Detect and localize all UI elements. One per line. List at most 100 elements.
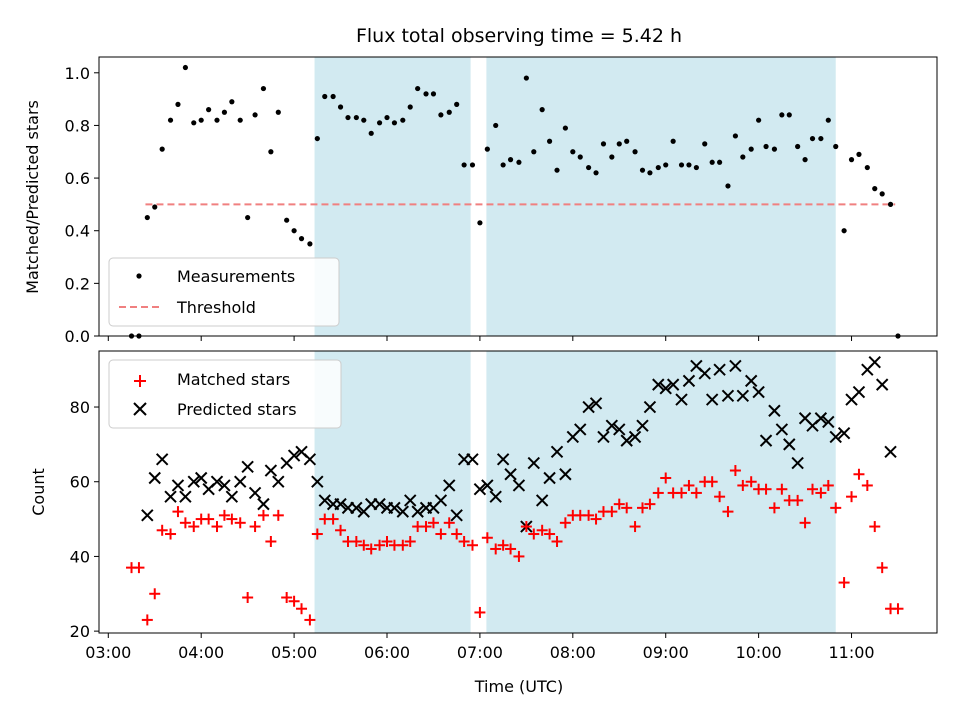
measurement-point xyxy=(717,159,723,165)
measurement-point xyxy=(670,138,676,144)
measurement-point xyxy=(740,154,746,160)
measurement-point xyxy=(818,135,824,142)
predicted-marker-stroke xyxy=(404,494,417,507)
predicted-star-point xyxy=(496,453,510,466)
measurement-point xyxy=(407,104,413,110)
measurement-point xyxy=(353,114,359,121)
top-shaded-span xyxy=(486,57,836,336)
predicted-star-point xyxy=(543,471,556,485)
predicted-star-point xyxy=(605,419,619,432)
measurement-point xyxy=(848,157,855,163)
predicted-marker-stroke xyxy=(234,475,247,488)
bottom-legend: Matched stars Predicted stars xyxy=(108,359,342,429)
measurement-point xyxy=(144,214,150,221)
measurement-point xyxy=(887,201,894,207)
bottom-y-ticks: 20 40 60 80 xyxy=(70,398,99,641)
predicted-marker-stroke xyxy=(675,393,688,406)
matched-star-point xyxy=(188,521,200,533)
predicted-star-point xyxy=(194,471,208,485)
legend-predicted-marker xyxy=(133,402,147,416)
measurement-point xyxy=(484,146,490,152)
matched-star-point xyxy=(846,491,858,503)
predicted-marker-stroke xyxy=(311,475,324,488)
predicted-marker-stroke xyxy=(318,494,331,507)
bottom-x-tick-label: 10:00 xyxy=(736,643,782,662)
predicted-star-point xyxy=(350,501,363,515)
measurement-point xyxy=(454,101,460,107)
matched-star-point xyxy=(613,498,625,510)
predicted-marker-stroke xyxy=(295,445,308,459)
predicted-star-point xyxy=(582,400,595,414)
predicted-marker-stroke xyxy=(187,475,200,488)
measurement-point xyxy=(152,204,158,210)
matched-star-point xyxy=(799,517,811,529)
bottom-y-tick-label: 80 xyxy=(70,398,90,417)
measurement-point xyxy=(307,241,313,247)
predicted-marker-stroke xyxy=(605,419,619,432)
bottom-x-tick-label: 04:00 xyxy=(178,643,224,662)
predicted-star-point xyxy=(620,434,633,447)
bottom-axes-frame xyxy=(98,350,938,634)
matched-star-point xyxy=(606,506,618,518)
measurement-point xyxy=(586,164,592,171)
matched-star-point xyxy=(876,562,888,574)
measurement-point xyxy=(400,117,406,123)
measurement-point xyxy=(314,135,320,142)
predicted-marker-stroke xyxy=(194,471,208,485)
measurement-point xyxy=(252,112,258,118)
measurement-point xyxy=(678,162,685,168)
matched-star-point xyxy=(451,528,463,540)
matched-star-point xyxy=(350,535,362,547)
predicted-star-point xyxy=(311,475,324,488)
matched-star-point xyxy=(583,509,595,521)
predicted-marker-stroke xyxy=(155,453,169,466)
predicted-star-point xyxy=(210,475,224,488)
predicted-marker-stroke xyxy=(559,468,572,481)
matched-star-point xyxy=(304,614,316,626)
measurement-point xyxy=(260,85,267,92)
predicted-star-point xyxy=(736,389,750,403)
predicted-marker-stroke xyxy=(141,509,154,522)
predicted-marker-stroke xyxy=(574,423,587,436)
predicted-star-point xyxy=(396,505,410,518)
matched-star-point xyxy=(706,476,718,488)
matched-star-point xyxy=(776,483,788,495)
measurement-point xyxy=(477,220,483,226)
measurement-point xyxy=(763,143,769,150)
predicted-star-point xyxy=(698,367,711,380)
matched-star-point xyxy=(133,562,145,574)
measurement-point xyxy=(786,112,792,118)
predicted-marker-stroke xyxy=(736,389,750,403)
predicted-marker-stroke xyxy=(504,468,517,481)
matched-star-point xyxy=(466,539,478,551)
matched-star-point xyxy=(690,487,702,499)
predicted-star-point xyxy=(768,404,781,417)
predicted-marker-stroke xyxy=(721,389,735,403)
predicted-star-point xyxy=(164,490,177,503)
matched-star-point xyxy=(242,592,254,604)
bottom-x-ticks: 03:00 04:00 05:00 06:00 07:00 08:00 09:00 10:00… xyxy=(85,633,875,662)
measurement-point xyxy=(268,149,274,155)
predicted-marker-stroke xyxy=(589,397,603,410)
predicted-star-point xyxy=(659,382,672,395)
predicted-marker-stroke xyxy=(620,434,633,447)
predicted-marker-stroke xyxy=(248,486,262,500)
predicted-star-point xyxy=(334,497,347,511)
predicted-star-point xyxy=(814,412,828,425)
predicted-star-point xyxy=(705,393,719,406)
top-y-tick-label: 1.0 xyxy=(65,64,90,83)
predicted-marker-stroke xyxy=(272,475,285,488)
measurement-point xyxy=(214,117,220,123)
measurement-point xyxy=(516,159,522,165)
measurement-point xyxy=(593,170,599,176)
matched-star-point xyxy=(520,521,532,533)
measurement-point xyxy=(284,217,290,223)
matched-star-point xyxy=(420,521,432,533)
matched-star-point xyxy=(745,476,757,488)
measurement-point xyxy=(864,164,870,171)
predicted-star-point xyxy=(729,359,742,373)
matched-star-point xyxy=(296,603,308,615)
measurement-point xyxy=(376,120,383,126)
